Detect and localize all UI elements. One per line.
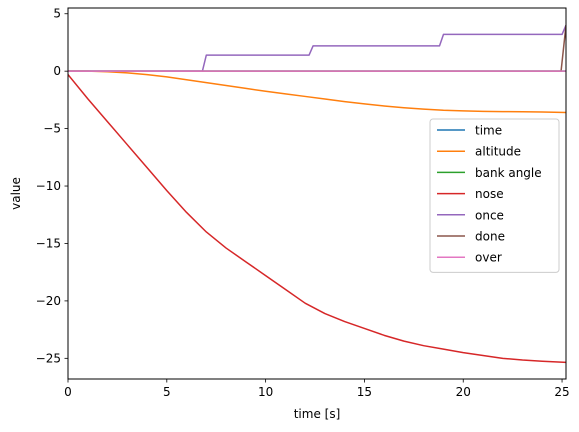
legend-label: altitude (475, 145, 521, 159)
y-tick-label: −20 (36, 294, 61, 308)
legend-label: time (475, 124, 502, 138)
series-line-done (68, 25, 566, 72)
y-axis-label: value (9, 177, 23, 210)
legend-label: nose (475, 187, 504, 201)
ticks-layer: 0 5 10 15 20 25 5 0 −5 −10 −15 −20 −25 (36, 7, 570, 399)
x-axis-label: time [s] (294, 407, 341, 421)
y-tick-label: −25 (36, 351, 61, 365)
series-line-once (68, 24, 566, 72)
legend-box (429, 118, 560, 273)
series-line-altitude (68, 70, 566, 114)
y-tick-label: 0 (53, 64, 61, 78)
x-tick-label: 0 (64, 385, 72, 399)
legend-label: once (475, 208, 504, 222)
series-line-nose (68, 74, 566, 364)
x-tick-label: 25 (554, 385, 569, 399)
x-tick-label: 15 (357, 385, 372, 399)
legend-label: bank angle (475, 166, 542, 180)
plot-frame (67, 7, 567, 380)
y-tick-label: −5 (43, 122, 61, 136)
x-tick-label: 5 (163, 385, 171, 399)
x-tick-label: 20 (456, 385, 471, 399)
y-tick-label: −10 (36, 179, 61, 193)
legend-label: over (475, 251, 502, 265)
y-tick-label: −15 (36, 236, 61, 250)
legend-label: done (475, 230, 505, 244)
x-tick-label: 10 (258, 385, 273, 399)
legend: time altitude bank angle nose once done over (429, 118, 560, 273)
y-tick-label: 5 (53, 7, 61, 21)
series-layer (68, 24, 566, 364)
